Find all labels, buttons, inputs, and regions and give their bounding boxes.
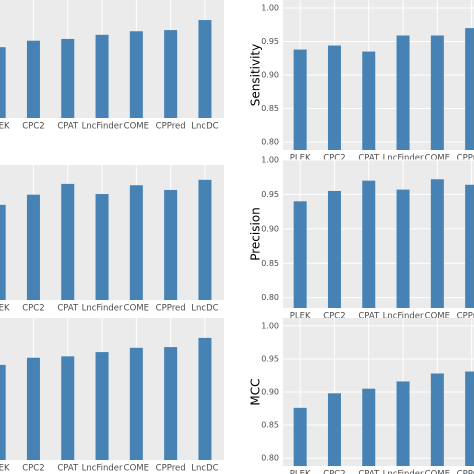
x-tick-label: COME [425,312,450,322]
bar [430,373,444,466]
bar [26,194,40,300]
y-tick-label: 0.95 [261,190,279,199]
bar [293,201,307,308]
panel-background [283,160,474,308]
x-tick-label: LncDC [191,464,218,474]
x-tick-label: LncFinder [383,154,424,164]
bar [61,38,75,118]
x-tick-label: PLEK [0,122,10,132]
bar [129,185,143,300]
bar [198,337,212,460]
y-tick-label: 0.85 [261,259,279,268]
x-tick-label: CPC2 [22,122,44,132]
bar [164,30,178,119]
bar [129,347,143,460]
bar [465,28,474,150]
x-tick-label: LncFinder [383,470,424,474]
y-tick-label: 0.90 [261,224,279,233]
x-tick-label: CPPred [156,304,186,314]
y-tick-label: 0.80 [261,137,279,146]
bar [95,194,109,300]
y-tick-label: 0.80 [261,293,279,302]
y-tick-label: 0.95 [261,354,279,363]
y-tick-label: 1.00 [261,4,279,13]
x-tick-label: LncFinder [82,304,123,314]
x-tick-label: CPAT [358,154,380,164]
bar [293,407,307,466]
x-tick-label: CPC2 [323,470,345,474]
y-tick-label: 0.95 [261,37,279,46]
y-tick-label: 0.90 [261,388,279,397]
y-tick-label: 0.80 [261,454,279,463]
bar [198,179,212,300]
x-tick-label: PLEK [290,312,311,322]
x-tick-label: LncFinder [383,312,424,322]
x-tick-label: CPPred [457,154,474,164]
x-tick-label: CPPred [156,464,186,474]
y-axis-label: Precision [249,207,263,261]
x-tick-label: COME [124,122,149,132]
x-tick-label: COME [425,154,450,164]
bar [362,388,376,466]
bar [95,34,109,119]
x-tick-label: CPAT [57,304,79,314]
y-tick-label: 0.85 [261,104,279,113]
x-tick-label: LncDC [191,304,218,314]
y-tick-label: 1.00 [261,321,279,330]
bar [465,371,474,466]
bar [61,356,75,460]
bar [0,47,6,119]
x-tick-label: LncFinder [82,122,123,132]
bar [26,357,40,460]
x-tick-label: PLEK [0,464,10,474]
y-tick-label: 0.90 [261,71,279,80]
bar [396,381,410,466]
x-tick-label: CPPred [457,470,474,474]
x-tick-label: CPAT [57,464,79,474]
bar [327,393,341,466]
bar [0,204,6,300]
x-tick-label: PLEK [290,470,311,474]
x-tick-label: LncFinder [82,464,123,474]
bar [396,189,410,308]
x-tick-label: CPC2 [323,312,345,322]
bar [26,40,40,118]
x-tick-label: CPAT [358,470,380,474]
bar [61,183,75,300]
x-tick-label: CPC2 [323,154,345,164]
y-axis-label: Sensitivity [249,44,263,106]
bar [430,35,444,150]
y-tick-label: 0.85 [261,421,279,430]
x-tick-label: CPPred [156,122,186,132]
bar [293,49,307,150]
bar [327,190,341,308]
bar [396,35,410,150]
x-tick-label: CPAT [57,122,79,132]
x-tick-label: COME [425,470,450,474]
bar [95,352,109,460]
x-tick-label: LncDC [191,122,218,132]
x-tick-label: COME [124,464,149,474]
x-tick-label: CPAT [358,312,380,322]
x-tick-label: CPC2 [22,304,44,314]
y-tick-label: 1.00 [261,156,279,165]
x-tick-label: CPPred [457,312,474,322]
x-tick-label: PLEK [290,154,311,164]
bar [362,180,376,308]
bar [327,45,341,150]
bar [430,179,444,308]
bar [164,347,178,460]
bar [0,364,6,460]
bar [362,51,376,150]
bar [129,31,143,118]
x-tick-label: COME [124,304,149,314]
bar [465,184,474,308]
bar [198,20,212,119]
bar [164,189,178,300]
y-axis-label: MCC [249,378,263,405]
x-tick-label: CPC2 [22,464,44,474]
x-tick-label: PLEK [0,304,10,314]
